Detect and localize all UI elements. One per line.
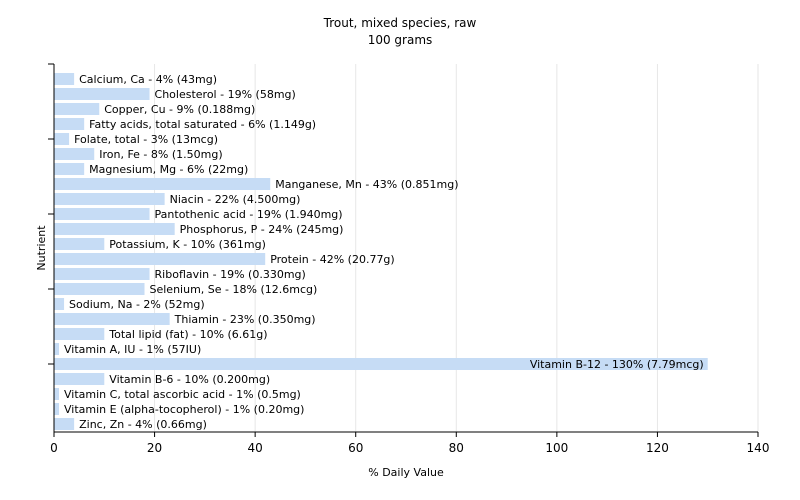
bar-11: [54, 223, 175, 235]
x-tick-label: 0: [50, 441, 58, 455]
x-tick-label: 60: [348, 441, 363, 455]
bar-2: [54, 88, 150, 100]
bar-18: [54, 328, 105, 340]
bar-19: [54, 343, 60, 355]
bar-16: [54, 298, 65, 310]
bar-13: [54, 253, 266, 265]
bar-label: Selenium, Se - 18% (12.6mcg): [150, 283, 318, 296]
x-tick-label: 140: [747, 441, 770, 455]
grid-lines: [154, 64, 759, 432]
bar-label: Zinc, Zn - 4% (0.66mg): [79, 418, 207, 431]
bar-label: Vitamin C, total ascorbic acid - 1% (0.5…: [64, 388, 301, 401]
bar-label: Folate, total - 3% (13mcg): [74, 133, 218, 146]
x-tick-label: 80: [449, 441, 464, 455]
bar-label: Calcium, Ca - 4% (43mg): [79, 73, 217, 86]
bar-label: Niacin - 22% (4.500mg): [170, 193, 301, 206]
bar-label: Protein - 42% (20.77g): [270, 253, 395, 266]
x-tick-label: 120: [646, 441, 669, 455]
bars: Calcium, Ca - 4% (43mg) Cholesterol - 19%…: [54, 73, 708, 431]
bar-10: [54, 208, 150, 220]
bar-label: Potassium, K - 10% (361mg): [109, 238, 266, 251]
bar-22: [54, 388, 60, 400]
bar-23: [54, 403, 60, 415]
bar-3: [54, 103, 100, 115]
bar-label: Manganese, Mn - 43% (0.851mg): [275, 178, 458, 191]
bar-1: [54, 73, 75, 85]
bar-21: [54, 373, 105, 385]
bar-8: [54, 178, 271, 190]
y-axis-label: Nutrient: [35, 225, 48, 271]
chart-subtitle: 100 grams: [368, 33, 433, 47]
bar-label: Pantothenic acid - 19% (1.940mg): [155, 208, 343, 221]
bar-6: [54, 148, 95, 160]
bar-15: [54, 283, 145, 295]
bar-12: [54, 238, 105, 250]
bar-5: [54, 133, 70, 145]
bar-24: [54, 418, 75, 430]
bar-label: Vitamin B-6 - 10% (0.200mg): [109, 373, 270, 386]
bar-label: Vitamin B-12 - 130% (7.79mcg): [530, 358, 704, 371]
x-axis-label: % Daily Value: [368, 466, 444, 479]
bar-label: Vitamin E (alpha-tocopherol) - 1% (0.20m…: [64, 403, 304, 416]
bar-17: [54, 313, 170, 325]
bar-label: Vitamin A, IU - 1% (57IU): [64, 343, 201, 356]
bar-label: Thiamin - 23% (0.350mg): [174, 313, 316, 326]
chart-title: Trout, mixed species, raw: [323, 16, 477, 30]
bar-20: [54, 358, 708, 370]
bar-label: Iron, Fe - 8% (1.50mg): [99, 148, 222, 161]
bar-14: [54, 268, 150, 280]
bar-label: Fatty acids, total saturated - 6% (1.149…: [89, 118, 316, 131]
bar-4: [54, 118, 85, 130]
bar-label: Phosphorus, P - 24% (245mg): [180, 223, 344, 236]
x-tick-label: 20: [147, 441, 162, 455]
bar-9: [54, 193, 165, 205]
bar-label: Copper, Cu - 9% (0.188mg): [104, 103, 255, 116]
bar-label: Magnesium, Mg - 6% (22mg): [89, 163, 248, 176]
bar-label: Sodium, Na - 2% (52mg): [69, 298, 205, 311]
x-tick-label: 40: [248, 441, 263, 455]
axes: 0 20 40 60 80 100 120 140: [48, 63, 770, 455]
bar-label: Riboflavin - 19% (0.330mg): [155, 268, 306, 281]
bar-label: Cholesterol - 19% (58mg): [155, 88, 296, 101]
bar-7: [54, 163, 85, 175]
bar-label: Total lipid (fat) - 10% (6.61g): [108, 328, 267, 341]
x-tick-label: 100: [545, 441, 568, 455]
